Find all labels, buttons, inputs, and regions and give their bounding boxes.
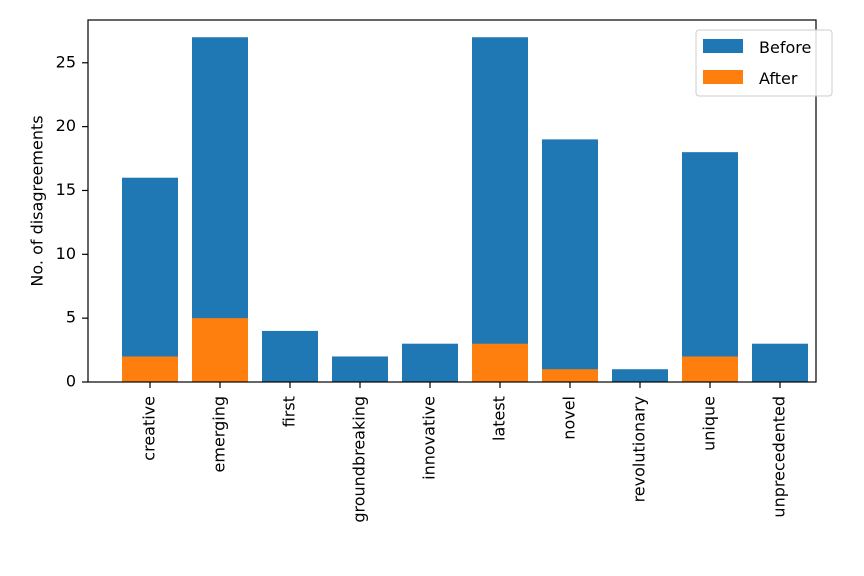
- x-tick-label-groundbreaking: groundbreaking: [350, 396, 369, 523]
- x-tick-label-unique: unique: [700, 396, 719, 451]
- bars-layer: [122, 37, 808, 382]
- axes-layer: [87, 19, 817, 383]
- y-tick-label: 0: [66, 372, 76, 391]
- x-tick-label-emerging: emerging: [210, 396, 229, 472]
- legend-swatch-after: [703, 70, 743, 84]
- y-tick-label: 5: [66, 308, 76, 327]
- bar-before-unprecedented: [752, 343, 808, 382]
- legend-label-after: After: [759, 69, 798, 88]
- bar-before-creative: [122, 177, 178, 382]
- legend-swatch-before: [703, 39, 743, 53]
- y-tick-label: 20: [56, 116, 76, 135]
- bar-before-innovative: [402, 343, 458, 382]
- bar-before-latest: [472, 37, 528, 382]
- x-tick-label-first: first: [280, 396, 299, 427]
- x-tick-label-latest: latest: [490, 396, 509, 441]
- x-tick-label-novel: novel: [560, 396, 579, 440]
- bar-after-creative: [122, 356, 178, 382]
- y-tick-label: 15: [56, 180, 76, 199]
- legend-label-before: Before: [759, 38, 811, 57]
- bar-before-novel: [542, 139, 598, 382]
- y-tick-label: 10: [56, 244, 76, 263]
- legend: Before After: [695, 29, 833, 97]
- bar-after-novel: [542, 369, 598, 382]
- y-tick-label: 25: [56, 52, 76, 71]
- x-tick-label-unprecedented: unprecedented: [770, 396, 789, 518]
- x-tick-label-innovative: innovative: [420, 396, 439, 480]
- bar-before-unique: [682, 152, 738, 382]
- plot-frame: [87, 19, 817, 383]
- x-tick-label-revolutionary: revolutionary: [630, 396, 649, 502]
- bar-after-latest: [472, 343, 528, 382]
- bar-after-unique: [682, 356, 738, 382]
- y-ticks: 0 5 10 15 20 25: [56, 52, 88, 391]
- x-ticks: creative emerging first groundbreaking innov…: [140, 382, 789, 523]
- bar-after-emerging: [192, 318, 248, 382]
- bar-before-groundbreaking: [332, 356, 388, 382]
- y-axis-label: No. of disagreements: [28, 115, 47, 286]
- bar-before-revolutionary: [612, 369, 668, 382]
- x-tick-label-creative: creative: [140, 396, 159, 461]
- bar-before-first: [262, 330, 318, 382]
